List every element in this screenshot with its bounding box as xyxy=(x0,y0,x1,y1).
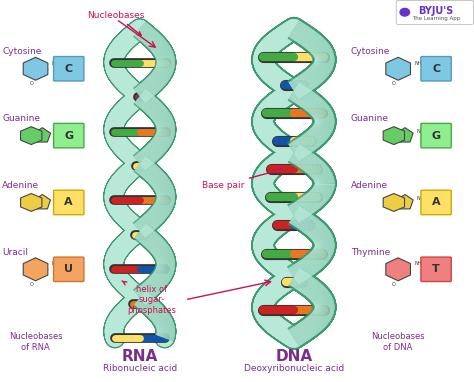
Text: helix of
sugar-
phosphates: helix of sugar- phosphates xyxy=(122,281,176,315)
Text: NH₂: NH₂ xyxy=(414,60,424,66)
Polygon shape xyxy=(34,194,51,209)
Text: RNA: RNA xyxy=(122,348,158,364)
Text: Cytosine: Cytosine xyxy=(351,47,390,56)
Polygon shape xyxy=(20,194,42,211)
Text: Uracil: Uracil xyxy=(2,248,28,257)
Polygon shape xyxy=(34,128,51,142)
Polygon shape xyxy=(397,128,413,142)
Text: Cytosine: Cytosine xyxy=(2,47,42,56)
Polygon shape xyxy=(23,258,48,281)
Text: Nucleobases
of DNA: Nucleobases of DNA xyxy=(371,332,425,351)
Circle shape xyxy=(400,8,410,16)
Polygon shape xyxy=(23,57,48,80)
Text: NH₂: NH₂ xyxy=(417,196,426,201)
FancyBboxPatch shape xyxy=(421,57,451,81)
Text: The Learning App: The Learning App xyxy=(412,16,460,21)
FancyBboxPatch shape xyxy=(54,190,84,215)
Text: NH₂: NH₂ xyxy=(54,129,64,134)
FancyBboxPatch shape xyxy=(421,190,451,215)
FancyBboxPatch shape xyxy=(421,257,451,282)
FancyBboxPatch shape xyxy=(54,257,84,282)
Polygon shape xyxy=(383,127,404,144)
FancyBboxPatch shape xyxy=(396,0,474,24)
Text: O: O xyxy=(392,81,396,86)
Text: Thymine: Thymine xyxy=(351,248,390,257)
Text: NH₂: NH₂ xyxy=(52,60,61,66)
Text: BYJU'S: BYJU'S xyxy=(419,6,454,16)
Text: Nucleobases: Nucleobases xyxy=(87,11,145,36)
Text: A: A xyxy=(432,197,440,207)
Text: Guanine: Guanine xyxy=(351,114,389,123)
Text: Deoxyribonucleic acid: Deoxyribonucleic acid xyxy=(244,364,344,373)
Polygon shape xyxy=(20,127,42,144)
Text: DNA: DNA xyxy=(275,348,312,364)
Text: C: C xyxy=(432,64,440,74)
Text: A: A xyxy=(64,197,73,207)
Polygon shape xyxy=(383,194,404,211)
Text: Nucleobases
of RNA: Nucleobases of RNA xyxy=(9,332,63,351)
Text: G: G xyxy=(431,131,441,141)
Text: O: O xyxy=(29,81,33,86)
Text: U: U xyxy=(64,264,73,274)
Text: Adenine: Adenine xyxy=(351,181,388,190)
Text: T: T xyxy=(432,264,440,274)
Text: NH₂: NH₂ xyxy=(414,261,424,266)
FancyBboxPatch shape xyxy=(421,123,451,148)
Text: O: O xyxy=(392,282,396,287)
Text: O: O xyxy=(29,282,33,287)
Text: G: G xyxy=(64,131,73,141)
Text: Base pair: Base pair xyxy=(201,168,283,190)
Text: C: C xyxy=(64,64,73,74)
FancyBboxPatch shape xyxy=(54,57,84,81)
Text: NH₂: NH₂ xyxy=(417,129,426,134)
Text: NH₂: NH₂ xyxy=(54,196,64,201)
FancyBboxPatch shape xyxy=(54,123,84,148)
Polygon shape xyxy=(397,194,413,209)
Polygon shape xyxy=(386,258,410,281)
Polygon shape xyxy=(386,57,410,80)
Text: NH₂: NH₂ xyxy=(52,261,61,266)
Text: Guanine: Guanine xyxy=(2,114,40,123)
Text: Ribonucleic acid: Ribonucleic acid xyxy=(103,364,177,373)
Text: Adenine: Adenine xyxy=(2,181,39,190)
